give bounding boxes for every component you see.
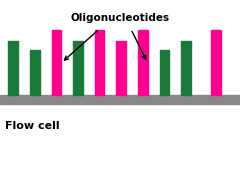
- Bar: [52, 30, 61, 94]
- Bar: [138, 30, 148, 94]
- Bar: [0, 94, 240, 104]
- Bar: [116, 40, 126, 94]
- Text: Flow cell: Flow cell: [5, 121, 60, 131]
- Bar: [30, 50, 40, 94]
- Text: Oligonucleotides: Oligonucleotides: [70, 13, 170, 23]
- Bar: [8, 40, 18, 94]
- Bar: [160, 50, 169, 94]
- Bar: [211, 30, 221, 94]
- Bar: [181, 40, 191, 94]
- Bar: [95, 30, 104, 94]
- Bar: [73, 40, 83, 94]
